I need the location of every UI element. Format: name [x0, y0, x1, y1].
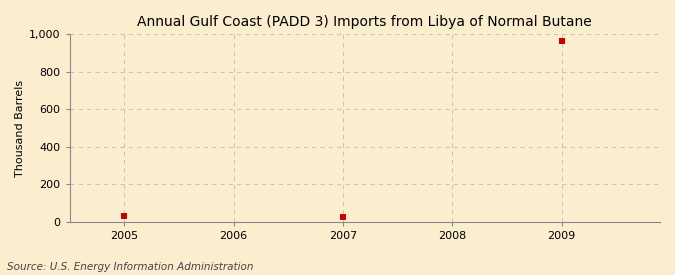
Point	[119, 214, 130, 218]
Title: Annual Gulf Coast (PADD 3) Imports from Libya of Normal Butane: Annual Gulf Coast (PADD 3) Imports from …	[138, 15, 592, 29]
Point	[338, 215, 348, 219]
Y-axis label: Thousand Barrels: Thousand Barrels	[15, 79, 25, 177]
Text: Source: U.S. Energy Information Administration: Source: U.S. Energy Information Administ…	[7, 262, 253, 272]
Point	[556, 39, 567, 44]
